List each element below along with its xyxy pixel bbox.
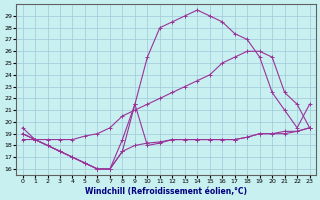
X-axis label: Windchill (Refroidissement éolien,°C): Windchill (Refroidissement éolien,°C): [85, 187, 247, 196]
